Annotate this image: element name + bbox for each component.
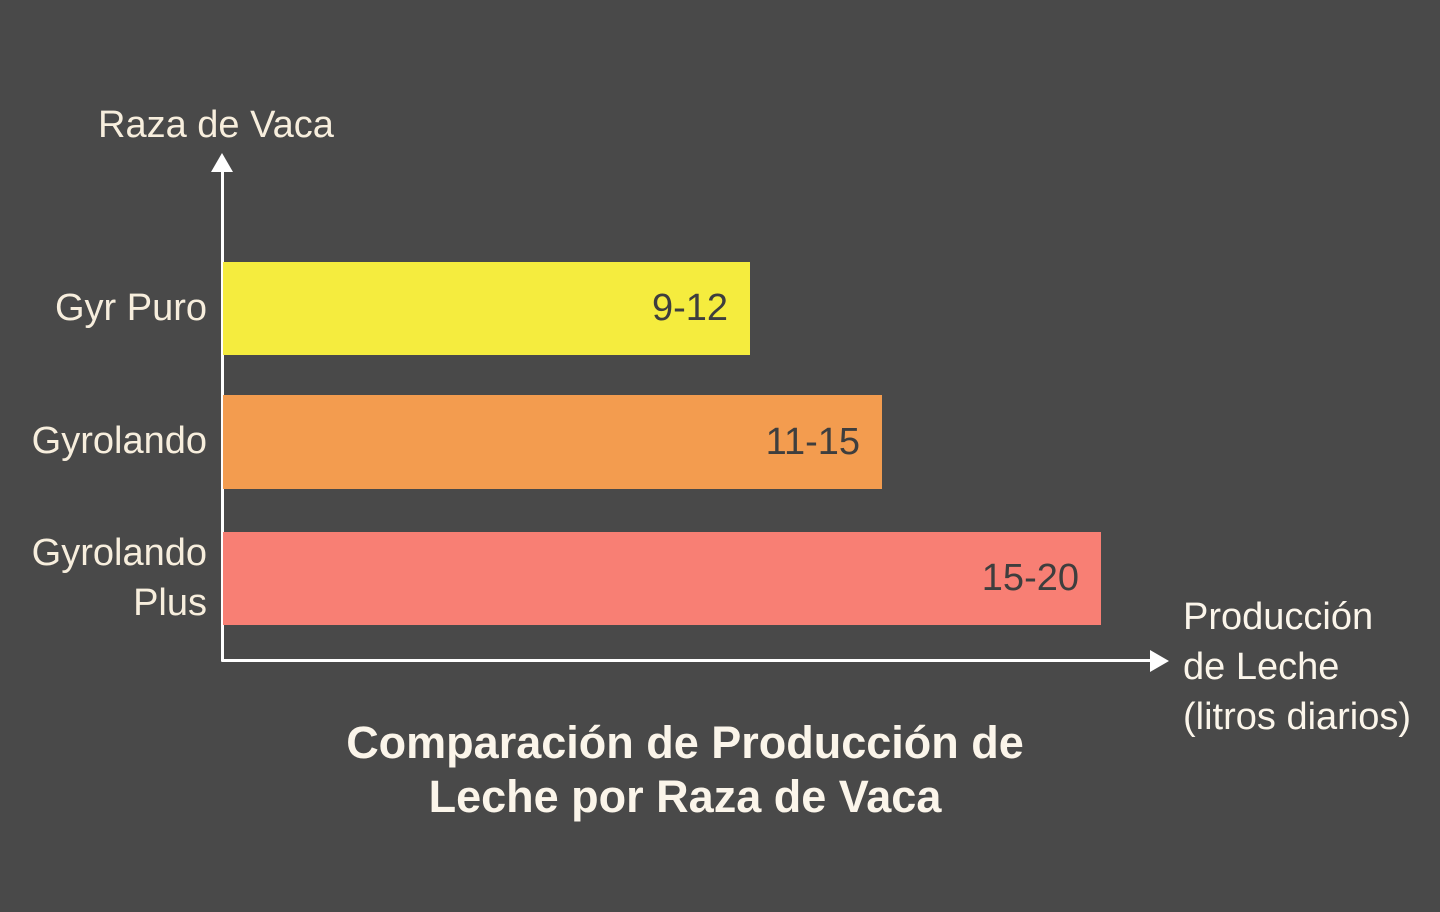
x-axis-title: Producción de Leche (litros diarios)	[1183, 592, 1411, 742]
category-label-gyrolando: Gyrolando	[31, 420, 207, 463]
x-axis-line	[221, 659, 1153, 662]
y-axis-arrow-up-icon	[211, 153, 233, 172]
category-label-gyrolando-plus: Gyrolando Plus	[31, 532, 207, 624]
x-axis-arrow-right-icon	[1150, 649, 1169, 672]
bar-value-gyr-puro: 9-12	[651, 287, 728, 329]
x-axis-title-line-1: Producción	[1183, 596, 1374, 638]
x-axis-title-line-2: de Leche	[1183, 646, 1340, 688]
chart-title: Comparación de Producción de Leche por R…	[100, 716, 1270, 824]
bar-gyr-puro: 9-12	[223, 262, 750, 355]
y-axis-line	[221, 170, 224, 662]
bar-gyrolando: 11-15	[223, 395, 882, 489]
y-axis-title: Raza de Vaca	[98, 104, 334, 146]
bar-value-gyrolando: 11-15	[765, 420, 860, 463]
chart-title-line-1: Comparación de Producción de	[346, 717, 1024, 768]
category-label-gyr-puro: Gyr Puro	[54, 286, 207, 329]
bar-gyrolando-plus: 15-20	[223, 532, 1101, 625]
x-axis-title-line-3: (litros diarios)	[1183, 696, 1412, 738]
bar-value-gyrolando-plus: 15-20	[981, 557, 1079, 599]
chart-title-line-2: Leche por Raza de Vaca	[428, 771, 942, 822]
